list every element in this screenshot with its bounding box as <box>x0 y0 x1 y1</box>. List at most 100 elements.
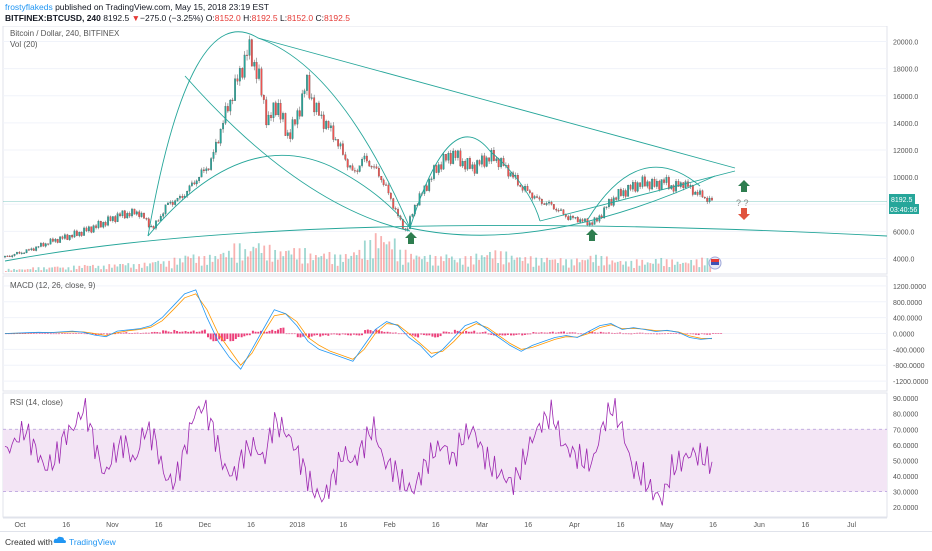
macd-histogram-bar <box>588 331 591 334</box>
macd-histogram-bar <box>675 333 678 334</box>
macd-histogram-bar <box>568 332 571 334</box>
last-price-tag: 8192.5 03:40:56 <box>889 194 919 214</box>
volume-bar <box>469 256 472 272</box>
chart-canvas[interactable]: 4000.06000.08000.010000.012000.014000.01… <box>0 26 932 531</box>
volume-bar <box>483 257 486 272</box>
candle-body <box>147 218 150 227</box>
macd-histogram-bar <box>450 332 453 334</box>
candle-body <box>99 221 102 228</box>
candle-body <box>78 231 81 236</box>
candle-body <box>605 206 608 208</box>
volume-bar <box>111 267 113 272</box>
candle-body <box>322 114 325 129</box>
macd-histogram-bar <box>192 330 195 334</box>
author-link[interactable]: frostyflakeds <box>5 2 53 12</box>
candle-body <box>409 216 411 229</box>
volume-bar <box>505 251 508 272</box>
volume-bar <box>119 264 122 272</box>
macd-histogram-bar <box>136 332 139 334</box>
footer: Created with TradingView <box>0 531 932 551</box>
volume-bar <box>567 267 570 272</box>
volume-bar <box>363 240 366 272</box>
macd-histogram-bar <box>636 332 639 334</box>
volume-bar <box>162 261 165 272</box>
candle-body <box>648 181 651 190</box>
macd-histogram-bar <box>400 333 403 335</box>
macd-histogram-bar <box>484 331 487 334</box>
candle-body <box>651 178 653 190</box>
volume-bar <box>448 258 451 272</box>
symbol-label[interactable]: BITFINEX:BTCUSD, 240 <box>5 13 101 23</box>
macd-histogram-bar <box>313 333 316 336</box>
candle-body <box>469 158 471 169</box>
macd-histogram-bar <box>52 333 55 335</box>
macd-histogram-bar <box>338 333 341 336</box>
volume-bar <box>301 263 304 272</box>
macd-histogram-bar <box>229 333 232 342</box>
tradingview-brand[interactable]: TradingView <box>69 537 116 547</box>
volume-bar <box>388 241 391 272</box>
volume-bar <box>13 268 15 272</box>
volume-bar <box>331 264 334 272</box>
volume-bar <box>59 267 62 272</box>
volume-bar <box>159 263 162 272</box>
macd-histogram-bar <box>63 333 66 334</box>
macd-histogram-bar <box>487 333 490 335</box>
candle-body <box>655 180 658 187</box>
volume-bar <box>380 236 383 272</box>
candle-body <box>18 252 21 254</box>
macd-histogram-bar <box>248 333 251 336</box>
macd-histogram-bar <box>607 332 610 334</box>
candle-body <box>167 202 169 206</box>
candle-body <box>143 212 145 219</box>
macd-histogram-bar <box>279 327 282 334</box>
volume-bar <box>127 263 130 272</box>
macd-histogram-bar <box>526 333 529 335</box>
volume-bar <box>249 251 252 272</box>
macd-histogram-bar <box>551 331 554 334</box>
time-tick-label: 16 <box>432 522 440 529</box>
candle-body <box>157 220 160 222</box>
candle-body <box>119 213 121 217</box>
volume-bar <box>622 264 625 272</box>
candle-body <box>121 210 124 217</box>
macd-histogram-bar <box>523 333 526 335</box>
volume-bar <box>684 262 687 272</box>
macd-histogram-bar <box>577 333 580 335</box>
volume-bar <box>247 256 249 272</box>
macd-histogram-bar <box>274 330 277 334</box>
candle-body <box>339 143 342 147</box>
volume-bar <box>578 262 581 272</box>
candle-body <box>459 150 462 167</box>
candle-body <box>538 197 541 200</box>
volume-bar <box>266 260 268 272</box>
macd-histogram-bar <box>299 333 302 338</box>
macd-line <box>4 289 713 370</box>
macd-histogram-bar <box>473 330 476 334</box>
publish-text: published on TradingView.com, May 15, 20… <box>52 2 269 12</box>
volume-bar <box>453 259 456 272</box>
volume-bar <box>418 256 421 272</box>
macd-histogram-bar <box>265 331 268 334</box>
macd-histogram-bar <box>77 332 80 334</box>
volume-bar <box>510 255 513 272</box>
macd-histogram-bar <box>333 333 336 335</box>
macd-histogram-bar <box>627 333 630 335</box>
volume-bar <box>440 256 442 272</box>
candle-body <box>351 165 354 171</box>
price-candles <box>3 35 887 259</box>
volume-bar <box>576 258 578 272</box>
macd-histogram-bar <box>184 331 187 334</box>
volume-bar <box>638 265 641 272</box>
volume-bar <box>225 257 228 272</box>
macd-histogram-bar <box>207 333 209 338</box>
candle-body <box>35 246 38 251</box>
candle-body <box>425 185 428 191</box>
macd-histogram-bar <box>549 332 552 334</box>
volume-bar <box>37 267 40 272</box>
candle-body <box>672 185 675 192</box>
volume-bar <box>309 253 312 272</box>
candle-body <box>509 172 512 177</box>
rsi-tick-label: 80.0000 <box>893 412 918 419</box>
macd-histogram-bar <box>139 333 142 334</box>
